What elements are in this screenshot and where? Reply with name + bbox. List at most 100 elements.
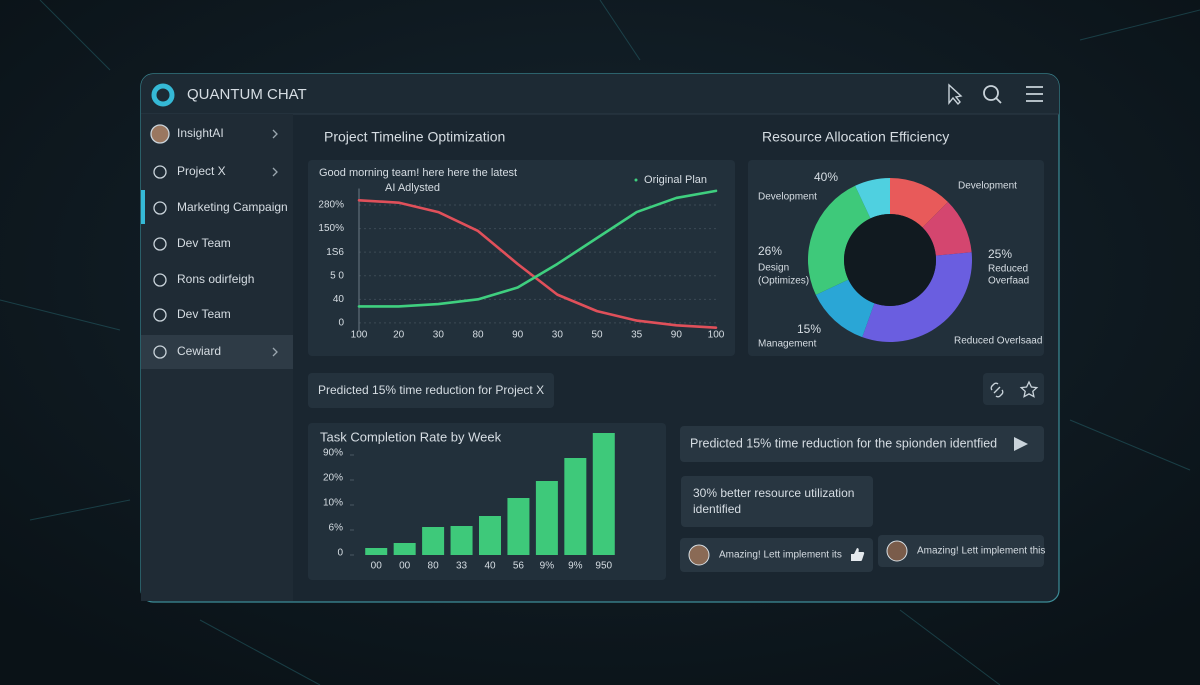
sidebar-item[interactable]: Dev Team bbox=[177, 236, 231, 250]
slice-label: Reduced Overlsaad bbox=[954, 336, 1042, 347]
slice-label: Design bbox=[758, 263, 789, 274]
item-icon bbox=[153, 345, 167, 359]
app-title: QUANTUM CHAT bbox=[187, 86, 307, 103]
y-tick-label: 0 bbox=[337, 548, 343, 559]
search-icon[interactable] bbox=[983, 85, 999, 101]
donut-chart: 40% Development 26% Design (Optimizes) 15% Man… bbox=[758, 170, 1042, 349]
menu-icon[interactable] bbox=[1026, 86, 1043, 102]
legend-dot bbox=[634, 178, 638, 182]
y-tick-label: 280% bbox=[318, 200, 344, 211]
avatar bbox=[688, 544, 710, 566]
sidebar-item[interactable]: Project X bbox=[177, 164, 226, 178]
sidebar-items: InsightAI Project X Marketing Campaign Dev … bbox=[150, 124, 288, 359]
item-icon bbox=[153, 308, 167, 322]
y-tick-label: 5 0 bbox=[330, 270, 344, 281]
item-icon bbox=[153, 201, 167, 215]
sidebar-item[interactable]: InsightAI bbox=[177, 126, 224, 140]
sidebar-item[interactable]: Rons odirfeigh bbox=[177, 272, 254, 286]
panel-title: Task Completion Rate by Week bbox=[320, 429, 502, 444]
bar bbox=[393, 543, 416, 555]
line-panel bbox=[308, 160, 735, 356]
slice-label: 26% bbox=[758, 244, 782, 258]
chevron bbox=[272, 167, 278, 177]
x-tick-label: 30 bbox=[433, 330, 445, 341]
bar bbox=[479, 516, 501, 555]
donut-slice bbox=[862, 252, 972, 342]
slice-label: 40% bbox=[814, 170, 838, 184]
bar bbox=[564, 458, 587, 555]
chevron bbox=[272, 347, 278, 357]
prediction-card bbox=[308, 373, 554, 408]
thumbs-up-icon[interactable] bbox=[851, 548, 865, 561]
y-tick-label: 150% bbox=[318, 223, 344, 234]
donut-slice bbox=[922, 202, 972, 256]
message-card bbox=[681, 476, 873, 527]
cursor-icon[interactable] bbox=[948, 83, 963, 106]
bar-chart: 0 6% 10% 20% 90% 00 00 80 33 40 56 9% 9% 950 bbox=[323, 433, 615, 572]
x-tick-label: 90 bbox=[671, 330, 683, 341]
search-handle bbox=[995, 97, 1002, 104]
y-tick-label: 1S6 bbox=[326, 247, 344, 258]
comment-text: Amazing! Lett implement this bbox=[917, 546, 1045, 557]
x-tick-label: 80 bbox=[472, 330, 484, 341]
comment-text: Amazing! Lett implement its bbox=[719, 550, 842, 561]
x-tick-label: 80 bbox=[428, 561, 440, 572]
panel-title: Resource Allocation Efficiency bbox=[762, 129, 949, 145]
slice-label: Development bbox=[758, 192, 817, 203]
slice-label: Management bbox=[758, 339, 817, 350]
bar bbox=[365, 548, 388, 555]
item-icon bbox=[153, 165, 167, 179]
y-tick-label: 20% bbox=[323, 473, 343, 484]
donut-slice bbox=[855, 178, 890, 219]
x-tick-label: 56 bbox=[513, 561, 525, 572]
bar bbox=[422, 527, 445, 555]
avatar bbox=[886, 540, 908, 562]
x-tick-label: 9% bbox=[568, 561, 583, 572]
sidebar-item[interactable]: Dev Team bbox=[177, 307, 231, 321]
slice-label: Reduced bbox=[988, 264, 1028, 275]
title-bar bbox=[141, 74, 1059, 114]
x-tick-label: 950 bbox=[595, 561, 612, 572]
line-series bbox=[357, 189, 718, 308]
y-tick-label: 0 bbox=[338, 318, 344, 329]
comment-card bbox=[878, 535, 1044, 567]
item-icon bbox=[153, 273, 167, 287]
x-tick-label: 35 bbox=[631, 330, 643, 341]
slice-label: Development bbox=[958, 181, 1017, 192]
x-tick-label: 100 bbox=[708, 330, 725, 341]
x-tick-label: 00 bbox=[399, 561, 411, 572]
message-text: 30% better resource utilization bbox=[693, 486, 854, 500]
y-tick-label: 6% bbox=[329, 523, 344, 534]
x-tick-label: 9% bbox=[540, 561, 555, 572]
sidebar-active-bar bbox=[141, 190, 145, 224]
donut-hole bbox=[844, 214, 936, 306]
message-text: Predicted 15% time reduction for the spi… bbox=[690, 436, 997, 450]
send-icon[interactable] bbox=[1014, 437, 1028, 451]
chevron bbox=[272, 129, 278, 139]
slice-label: 15% bbox=[797, 322, 821, 336]
item-icon bbox=[150, 124, 170, 144]
x-tick-label: 33 bbox=[456, 561, 468, 572]
logo bbox=[151, 83, 175, 107]
x-tick-label: 30 bbox=[552, 330, 564, 341]
line-chart: 0 40 5 0 1S6 150% 280% 100 20 30 80 90 30 50 35 90 100 A… bbox=[318, 174, 724, 341]
bar bbox=[450, 526, 473, 555]
star-icon[interactable] bbox=[1019, 380, 1039, 398]
message-text: identified bbox=[693, 502, 741, 516]
slice-label: (Optimizes) bbox=[758, 276, 809, 287]
donut-slice bbox=[890, 178, 948, 228]
panel-title: Project Timeline Optimization bbox=[324, 129, 505, 145]
sidebar-item[interactable]: Marketing Campaign bbox=[177, 200, 288, 214]
legend-label: Original Plan bbox=[644, 174, 707, 186]
legend-label: AI Adlysted bbox=[385, 182, 440, 194]
x-tick-label: 40 bbox=[484, 561, 496, 572]
sidebar-item[interactable]: Cewiard bbox=[177, 344, 221, 358]
link-icon[interactable] bbox=[990, 382, 1004, 398]
donut-slice bbox=[815, 279, 875, 338]
y-tick-label: 10% bbox=[323, 498, 343, 509]
slice-label: 25% bbox=[988, 247, 1012, 261]
slice-label: Overfaad bbox=[988, 276, 1029, 287]
